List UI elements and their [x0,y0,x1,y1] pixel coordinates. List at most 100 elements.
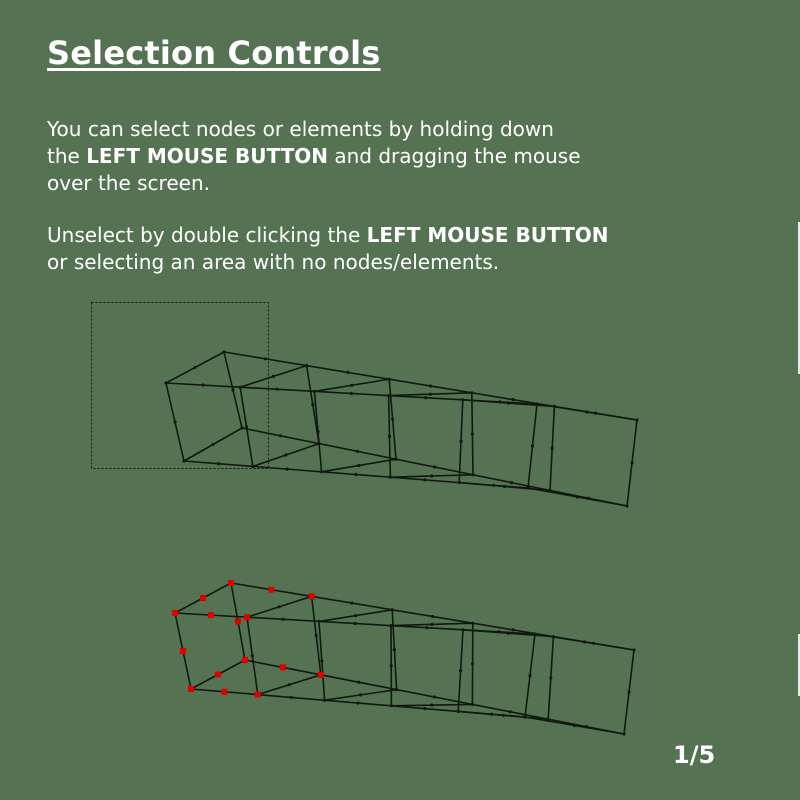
mesh-node [432,695,437,699]
mesh-node [471,621,475,625]
mesh-node [394,457,398,461]
mesh-node [284,453,288,457]
mesh-node [546,717,550,721]
right-edge-marker [798,222,800,374]
selected-node-marker [188,686,194,692]
selected-node-marker [180,648,186,654]
mesh-node [305,364,309,368]
mesh-node [312,389,316,393]
mesh-node [428,392,432,396]
mesh-node [471,662,475,666]
mesh-node [459,669,463,673]
mesh-bottom [173,581,636,736]
mesh-node [535,402,539,406]
mesh-node [490,712,494,716]
mesh-node [526,486,530,490]
mesh-node [289,695,293,700]
mesh-node [424,396,428,400]
instruction-unselect-button-name: LEFT MOUSE BUTTON [366,223,609,247]
mesh-node [549,676,553,680]
selected-node-marker [254,691,261,698]
mesh-node [275,387,279,391]
mesh-node [271,374,275,378]
mesh-node [388,475,392,479]
mesh-node [320,470,324,474]
mesh-node [509,481,514,485]
mesh-node [622,732,626,736]
mesh-node [575,495,580,499]
mesh-node [530,444,535,448]
mesh-node [250,654,254,658]
mesh-node [592,641,596,645]
mesh-node [389,624,393,628]
mesh-node [311,403,315,407]
mesh-node [430,703,434,707]
mesh-node [193,365,197,370]
mesh-node [630,461,634,465]
mesh-node [320,659,324,663]
mesh-node [594,411,598,415]
instruction-select: You can select nodes or elements by hold… [47,116,727,197]
mesh-node [395,688,399,692]
mesh-node [387,394,391,398]
mesh-node [533,632,537,636]
mesh-node [584,725,588,729]
mesh-node [353,621,357,626]
mesh-node [461,628,465,632]
mesh-node [582,640,587,644]
mesh-node [277,605,281,609]
instruction-select-line3: over the screen. [47,171,210,195]
mesh-node [346,370,350,374]
mesh-node [503,484,507,489]
mesh-node [432,465,437,469]
mesh-node [428,384,433,388]
mesh-node [528,673,532,678]
mesh-node [423,707,427,711]
mesh-node [511,628,515,632]
selected-node-marker [208,612,214,619]
mesh-node [211,442,215,447]
mesh-node [392,648,396,652]
mesh-node [586,496,591,500]
mesh-node [511,398,515,402]
mesh-node [508,710,512,714]
mesh-node [461,398,465,402]
mesh-node [251,464,255,468]
mesh-node [390,608,394,612]
mesh-node [551,635,556,639]
selected-node-marker [221,688,228,695]
instruction-unselect-line2: or selecting an area with no nodes/eleme… [47,250,500,274]
mesh-node [355,449,360,453]
mesh-node [359,693,363,697]
instruction-select-button-name: LEFT MOUSE BUTTON [86,144,329,168]
mesh-node [552,404,557,408]
selected-node-marker [242,657,248,663]
mesh-node [470,432,474,436]
mesh-node [498,400,502,404]
selected-node-marker [279,664,286,671]
instruction-unselect-line1-pre: Unselect by double clicking the [47,223,367,247]
mesh-node [287,683,291,687]
mesh-top [164,350,639,508]
mesh-node [317,442,321,446]
selected-node-marker [228,580,234,586]
mesh-node [216,462,220,466]
selected-nodes [172,580,324,698]
mesh-node [349,391,354,396]
instruction-unselect: Unselect by double clicking the LEFT MOU… [47,222,727,276]
mesh-node [354,472,358,477]
mesh-node [391,417,395,421]
mesh-node [201,383,205,387]
selected-node-marker [317,671,324,678]
mesh-node [497,630,501,634]
mesh-node [281,617,285,621]
mesh-node [572,723,577,728]
mesh-node [314,634,318,638]
mesh-node [425,626,429,630]
mesh-node [350,383,354,387]
instruction-select-line2-pre: the [47,144,87,168]
mesh-node [263,357,267,361]
selection-rectangle [91,302,269,469]
